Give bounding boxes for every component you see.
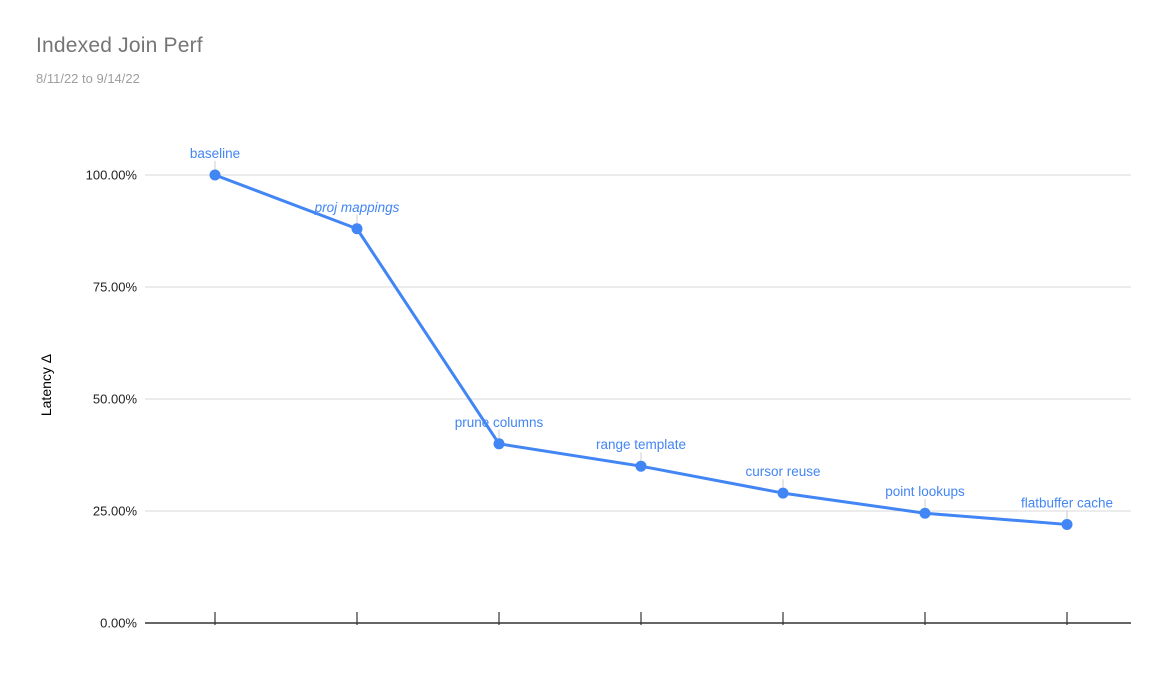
series-line — [213, 173, 1069, 526]
point-annotation-label: proj mappings — [314, 200, 400, 215]
point-annotation-label: baseline — [190, 146, 240, 161]
y-tick-label: 0.00% — [100, 616, 137, 631]
y-tick-label: 75.00% — [93, 280, 138, 295]
chart-subtitle: 8/11/22 to 9/14/22 — [36, 71, 140, 86]
y-tick-label: 25.00% — [93, 504, 138, 519]
point-annotation-label: cursor reuse — [745, 464, 820, 479]
chart-title: Indexed Join Perf — [36, 34, 203, 57]
data-point[interactable] — [919, 507, 931, 519]
y-tick-label: 50.00% — [93, 392, 138, 407]
data-point[interactable] — [351, 223, 363, 235]
data-point[interactable] — [777, 487, 789, 499]
data-point[interactable] — [1061, 518, 1073, 530]
point-annotation-label: flatbuffer cache — [1021, 495, 1113, 510]
y-tick-label: 100.00% — [86, 168, 138, 183]
data-point[interactable] — [209, 169, 221, 181]
point-annotation-label: point lookups — [885, 484, 965, 499]
data-point[interactable] — [493, 438, 505, 450]
point-annotation-label: range template — [596, 437, 686, 452]
data-point[interactable] — [635, 460, 647, 472]
point-annotation-label: prune columns — [455, 415, 544, 430]
